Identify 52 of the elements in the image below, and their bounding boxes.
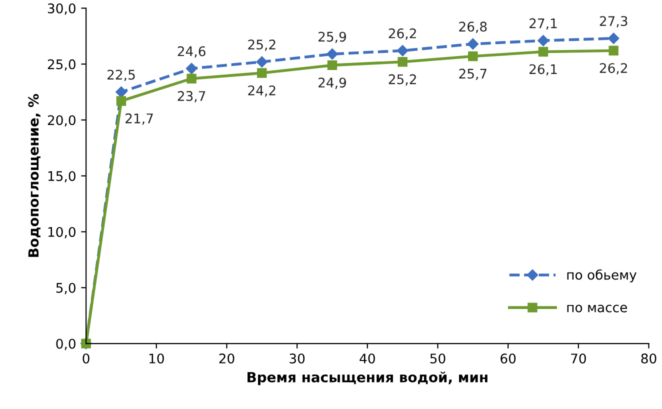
data-label: 25,7 — [459, 68, 486, 80]
point — [468, 51, 478, 62]
legend-label: по массе — [567, 304, 627, 312]
data-label: 21,7 — [126, 113, 153, 125]
data-label: 27,3 — [600, 16, 628, 28]
data-label: 24,2 — [248, 85, 276, 97]
x-tick-label: 50 — [430, 354, 446, 364]
point — [538, 46, 548, 57]
x-tick-label: 10 — [149, 354, 164, 364]
point — [186, 62, 198, 74]
data-label: 23,7 — [178, 91, 206, 102]
x-tick-label: 60 — [500, 354, 516, 364]
data-label: 25,2 — [388, 74, 416, 86]
x-axis-title: Время насыщения водой, мин — [248, 372, 488, 386]
data-label: 24,6 — [178, 46, 206, 58]
x-tick-label: 80 — [641, 354, 656, 364]
y-tick-label: 5,0 — [56, 282, 76, 294]
point — [116, 96, 126, 106]
y-tick-label: 25,0 — [48, 59, 76, 71]
y-tick-label: 20,0 — [48, 115, 76, 127]
x-tick-label: 40 — [360, 354, 375, 364]
x-tick-label: 20 — [219, 354, 234, 364]
point — [116, 86, 127, 98]
point — [538, 34, 549, 46]
data-label: 26,2 — [388, 28, 416, 40]
x-tick-label: 0 — [82, 354, 90, 364]
y-tick-label: 0,0 — [56, 338, 76, 350]
data-label: 25,9 — [318, 32, 346, 44]
data-label: 26,8 — [459, 22, 487, 33]
legend-label: по обьему — [567, 269, 636, 282]
y-axis-title: Водопоглощение, % — [28, 94, 40, 257]
point — [257, 68, 267, 78]
data-label: 26,1 — [530, 64, 557, 76]
point — [396, 45, 408, 56]
y-tick-label: 10,0 — [48, 226, 76, 238]
point — [327, 60, 338, 70]
point — [398, 56, 408, 67]
y-tick-label: 30,0 — [48, 3, 76, 15]
point — [467, 38, 479, 50]
point — [326, 48, 338, 60]
x-tick-label: 30 — [290, 354, 305, 364]
point — [256, 56, 268, 68]
data-label: 22,5 — [108, 70, 135, 82]
x-tick-label: 70 — [571, 354, 586, 364]
point — [608, 32, 620, 44]
data-label: 24,9 — [318, 78, 346, 89]
data-label: 26,2 — [600, 63, 627, 74]
point — [186, 74, 196, 84]
point — [608, 46, 618, 56]
y-tick-label: 15,0 — [48, 171, 76, 182]
data-label: 27,1 — [530, 18, 557, 30]
data-label: 25,2 — [248, 40, 276, 51]
